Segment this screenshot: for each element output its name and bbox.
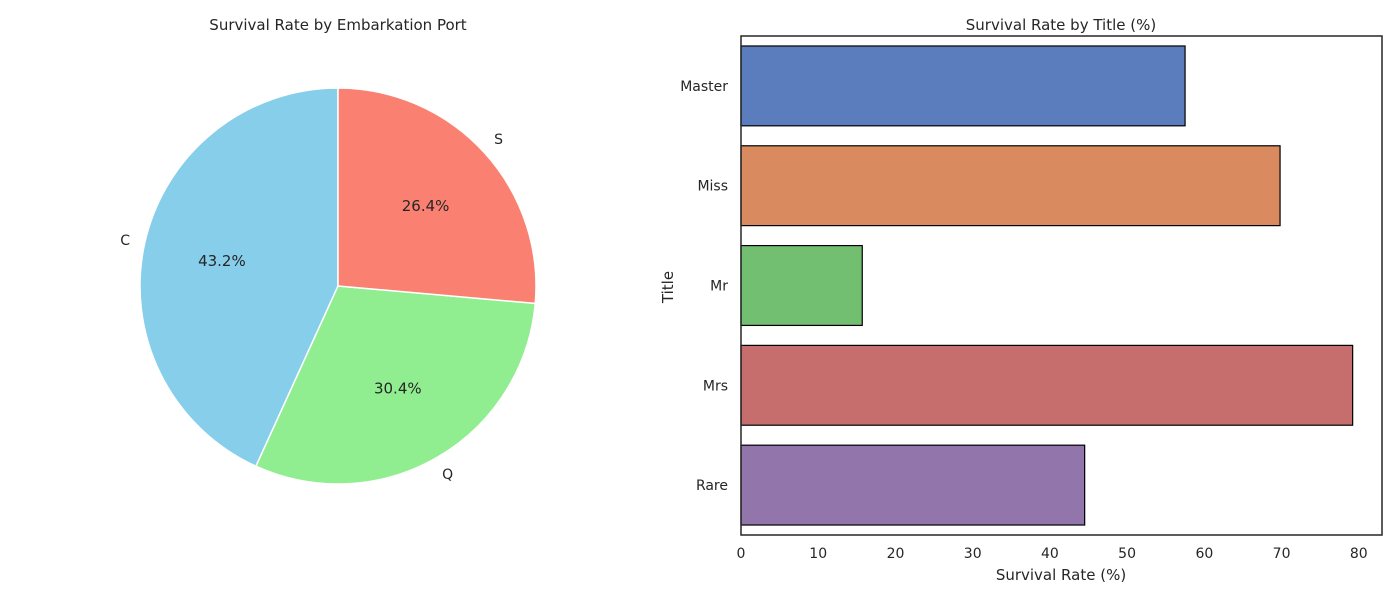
y-tick-labels: Master Miss Mr Mrs Rare bbox=[680, 79, 728, 494]
pie-slice-c bbox=[139, 87, 339, 467]
y-tick-label-mr: Mr bbox=[710, 279, 728, 295]
bar-master bbox=[740, 45, 1186, 127]
pie-chart: Survival Rate by Embarkation Port C 43.2%… bbox=[120, 16, 537, 485]
bar-mrs bbox=[740, 344, 1354, 426]
y-tick-label-mrs: Mrs bbox=[703, 378, 728, 394]
pie-percent-label-s: 26.4% bbox=[402, 197, 450, 215]
y-tick-label-master: Master bbox=[680, 79, 728, 95]
bars bbox=[740, 45, 1354, 526]
y-axis-label: Title bbox=[659, 271, 677, 304]
x-tick-label-0: 0 bbox=[737, 546, 746, 562]
x-axis-label: Survival Rate (%) bbox=[996, 566, 1126, 584]
y-tick-label-miss: Miss bbox=[697, 179, 728, 195]
x-tick-label-10: 10 bbox=[809, 546, 827, 562]
bar-chart-title: Survival Rate by Title (%) bbox=[966, 16, 1156, 34]
pie-percent-label-c: 43.2% bbox=[198, 252, 246, 270]
pie-slice-s bbox=[337, 87, 537, 305]
pie-label-s: S bbox=[494, 132, 503, 148]
x-tick-label-80: 80 bbox=[1350, 546, 1368, 562]
pie-slices bbox=[139, 87, 537, 485]
pie-percent-label-q: 30.4% bbox=[374, 380, 422, 398]
pie-chart-title: Survival Rate by Embarkation Port bbox=[209, 16, 467, 34]
bar-miss bbox=[740, 145, 1281, 227]
bar-chart: Survival Rate by Title (%) MasterMissMrM… bbox=[659, 16, 1383, 584]
x-tick-label-20: 20 bbox=[887, 546, 905, 562]
plot-frame bbox=[740, 35, 1383, 536]
pie-label-c: C bbox=[120, 233, 130, 249]
pie-labels: C 43.2% Q 30.4% S 26.4% bbox=[120, 132, 503, 483]
x-tick-labels: 0 10 20 30 40 50 60 70 80 bbox=[737, 546, 1368, 562]
pie-slice-q bbox=[255, 285, 536, 485]
x-tick-label-50: 50 bbox=[1118, 546, 1136, 562]
y-tick-label-rare: Rare bbox=[696, 478, 728, 494]
x-tick-label-30: 30 bbox=[964, 546, 982, 562]
pie-label-q: Q bbox=[442, 467, 453, 483]
x-tick-label-40: 40 bbox=[1041, 546, 1059, 562]
x-tick-label-60: 60 bbox=[1195, 546, 1213, 562]
bar-mr bbox=[740, 244, 863, 327]
x-tick-label-70: 70 bbox=[1273, 546, 1291, 562]
bar-rare bbox=[740, 444, 1086, 526]
